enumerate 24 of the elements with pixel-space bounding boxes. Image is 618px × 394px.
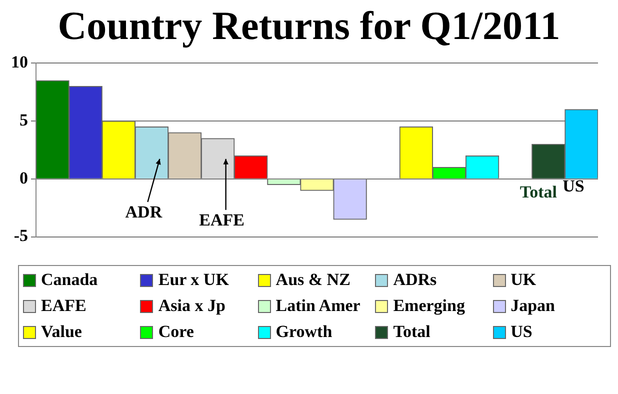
legend-label: Aus & NZ — [276, 270, 350, 290]
legend-label: Value — [41, 322, 82, 342]
legend-label: EAFE — [41, 296, 86, 316]
y-tick-label: 5 — [20, 110, 28, 130]
y-tick-label: -5 — [14, 226, 28, 246]
annotation: US — [562, 176, 584, 196]
annotation: ADR — [125, 202, 163, 222]
annotation: Total — [520, 182, 558, 202]
chart-title: Country Returns for Q1/2011 — [56, 2, 562, 49]
legend-label: Canada — [41, 270, 98, 290]
legend-label: Emerging — [393, 296, 465, 316]
legend-label: Core — [158, 322, 194, 342]
legend-label: US — [510, 322, 532, 342]
y-tick-label: 0 — [20, 168, 28, 188]
legend-label: Asia x Jp — [158, 296, 226, 316]
y-tick-label: 10 — [11, 52, 28, 72]
legend-label: Eur x UK — [158, 270, 229, 290]
legend-label: Total — [393, 322, 430, 342]
legend-label: ADRs — [393, 270, 437, 290]
legend-label: UK — [510, 270, 536, 290]
legend-label: Japan — [510, 296, 556, 316]
annotation: EAFE — [199, 210, 244, 230]
legend-label: Latin Amer — [276, 296, 360, 316]
legend-label: Growth — [276, 322, 332, 342]
